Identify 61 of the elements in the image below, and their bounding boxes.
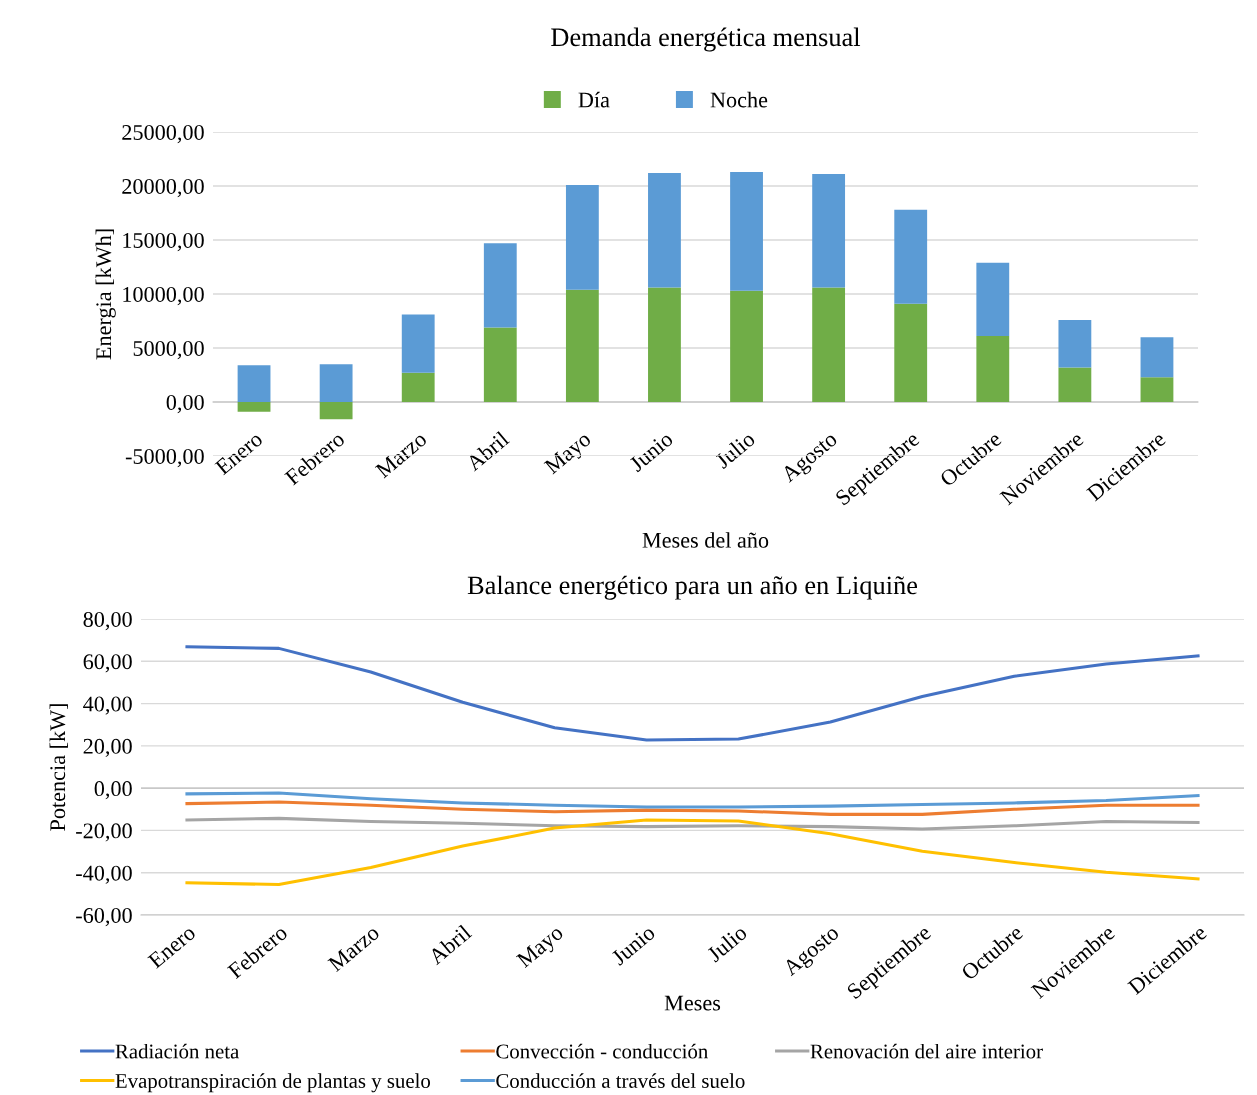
y-tick-label: -20,00 [76,823,132,842]
bar [401,372,435,402]
line-series [185,800,1200,816]
y-tick-label: -5000,00 [125,448,204,468]
x-axis-title: Meses del año [642,532,769,548]
legend-label: Día [578,91,610,108]
bar [319,402,353,420]
y-tick-label: 40,00 [83,696,132,715]
bar [648,287,681,402]
bar [976,262,1010,337]
y-tick-label: 0,00 [94,781,132,800]
y-tick-label: 15000,00 [123,232,204,252]
y-tick-label: 80,00 [83,611,132,631]
chart-title: Balance energético para un año en Liquiñe [467,575,918,600]
x-tick-label: Junio [610,924,656,966]
line-series [185,645,1200,742]
bar [1140,337,1174,378]
legend-label: Radiación neta [115,1043,240,1059]
bar [565,184,599,290]
bar [565,289,599,402]
bar [894,209,928,304]
bar [812,287,846,402]
y-tick-label: 20000,00 [122,178,204,198]
bar [401,314,435,373]
line-series [185,791,1200,809]
x-axis-title: Meses [664,995,721,1011]
bar [237,365,271,402]
legend-label: Noche [710,91,768,108]
legend-label: Evapotranspiración de plantas y suelo [115,1073,431,1093]
bar [730,171,763,291]
x-tick-label: Julio [705,923,748,963]
chart-title: Demanda energética mensual [551,27,861,52]
x-tick-label: Julio [713,430,756,470]
y-tick-label: 20,00 [83,738,132,757]
bar [319,364,353,402]
y-tick-label: -60,00 [76,907,132,927]
bar [648,173,681,288]
bar [812,174,846,288]
bar [1140,377,1174,402]
bar [894,303,928,402]
legend-label: Renovación del aire interior [810,1043,1043,1059]
legend-label: Convección - conducción [496,1043,708,1059]
legend-label: Conducción a través del suelo [496,1073,745,1088]
y-tick-label: 5000,00 [133,340,204,360]
bar [976,336,1010,402]
y-tick-label: -40,00 [76,865,132,884]
y-tick-label: 25000,00 [122,124,204,144]
y-tick-label: 10000,00 [123,286,204,306]
line-series [185,818,1200,887]
line-series [185,816,1200,831]
bar [1058,319,1092,368]
bar [483,327,517,402]
bar [1058,367,1092,402]
bar [730,290,763,402]
y-axis-title: Potencia [kW] [49,704,68,831]
bar [237,402,271,412]
bar [483,243,517,328]
y-tick-label: 60,00 [83,654,132,673]
y-tick-label: 0,00 [166,394,204,414]
y-axis-title: Energia [kWh] [95,229,116,360]
x-tick-label: Junio [628,430,674,473]
